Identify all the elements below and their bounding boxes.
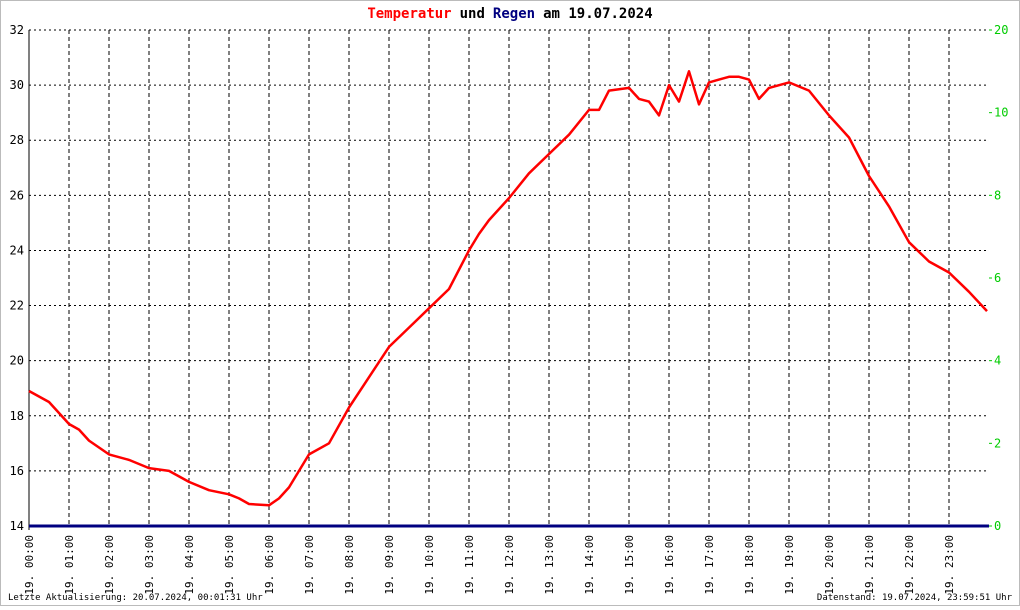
y-tick-label: 14 [10,519,24,533]
y-tick-label: 26 [10,188,24,202]
y2-tick-label: 2 [994,436,1001,450]
y2-tick-label: 10 [994,106,1008,120]
x-tick-label: 19. 10:00 [423,535,436,595]
title-part: am 19.07.2024 [543,6,653,22]
y-tick-label: 28 [10,133,24,147]
y-tick-label: 16 [10,464,24,478]
x-tick-label: 19. 12:00 [503,535,516,595]
footer-left: Letzte Aktualisierung: 20.07.2024, 00:01… [8,593,263,603]
y-tick-label: 18 [10,409,24,423]
x-tick-label: 19. 13:00 [543,535,556,595]
y2-tick-label: 20 [994,23,1008,37]
x-tick-label: 19. 07:00 [303,535,316,595]
x-tick-label: 19. 17:00 [703,535,716,595]
x-tick-label: 19. 08:00 [343,535,356,595]
title-part: und [460,6,485,22]
x-tick-label: 19. 14:00 [583,535,596,595]
x-tick-label: 19. 02:00 [103,535,116,595]
y2-tick-label: 8 [994,188,1001,202]
x-tick-label: 19. 20:00 [823,535,836,595]
y2-tick-label: 4 [994,354,1001,368]
x-tick-label: 19. 03:00 [143,535,156,595]
y-tick-label: 24 [10,243,24,257]
x-tick-label: 19. 23:00 [943,535,956,595]
x-tick-label: 19. 16:00 [663,535,676,595]
y-tick-label: 20 [10,354,24,368]
x-tick-label: 19. 18:00 [743,535,756,595]
y-tick-label: 32 [10,23,24,37]
x-tick-label: 19. 15:00 [623,535,636,595]
title-part: Regen [493,6,535,22]
title-part: Temperatur [367,6,451,22]
chart-title: Temperatur und Regen am 19.07.2024 [367,6,652,22]
x-tick-label: 19. 19:00 [783,535,796,595]
x-tick-label: 19. 04:00 [183,535,196,595]
x-tick-label: 19. 05:00 [223,535,236,595]
y-tick-label: 22 [10,299,24,313]
x-tick-label: 19. 22:00 [903,535,916,595]
x-tick-label: 19. 01:00 [63,535,76,595]
y-tick-label: 30 [10,78,24,92]
x-tick-label: 19. 09:00 [383,535,396,595]
x-tick-label: 19. 11:00 [463,535,476,595]
x-tick-label: 19. 00:00 [23,535,36,595]
footer-right: Datenstand: 19.07.2024, 23:59:51 Uhr [817,593,1013,603]
series-line [28,70,988,507]
x-tick-label: 19. 21:00 [863,535,876,595]
y2-tick-label: 0 [994,519,1001,533]
y2-tick-label: 6 [994,271,1001,285]
x-tick-label: 19. 06:00 [263,535,276,595]
